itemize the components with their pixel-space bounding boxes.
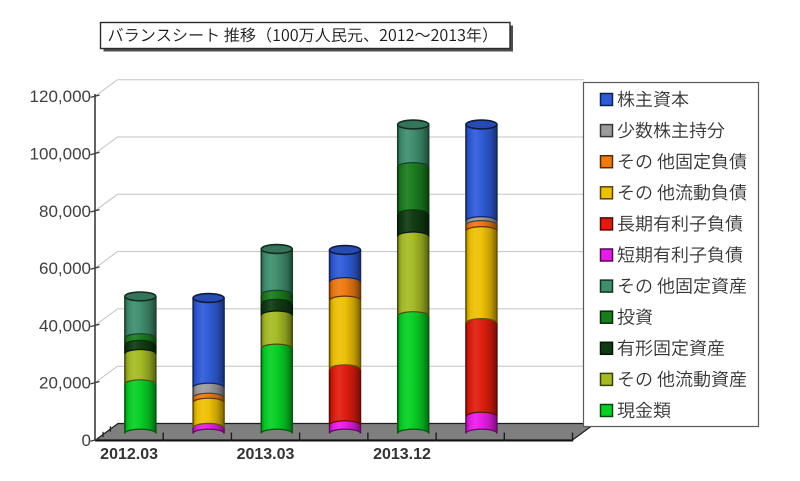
svg-text:2013.03: 2013.03 (237, 446, 295, 463)
svg-text:60,000: 60,000 (39, 259, 91, 278)
svg-text:2012.03: 2012.03 (100, 446, 158, 463)
svg-text:100,000: 100,000 (30, 145, 91, 164)
svg-text:20,000: 20,000 (39, 374, 91, 393)
svg-text:80,000: 80,000 (39, 202, 91, 221)
svg-text:40,000: 40,000 (39, 316, 91, 335)
svg-text:2013.12: 2013.12 (373, 446, 431, 463)
svg-text:120,000: 120,000 (30, 87, 91, 106)
svg-text:0: 0 (82, 431, 91, 450)
